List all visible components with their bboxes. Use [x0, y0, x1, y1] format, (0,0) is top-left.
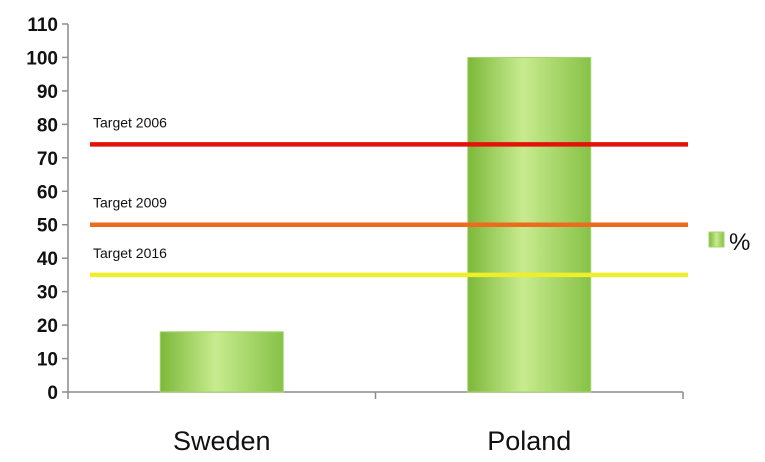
y-axis: 0 10 20 30 40 50 60 70 80 90 100 110 [26, 15, 69, 404]
bar-sweden [159, 331, 284, 393]
y-tick-label: 20 [37, 316, 58, 337]
y-tick-label: 50 [37, 216, 58, 237]
category-label-sweden: Sweden [173, 426, 271, 456]
target-lines: Target 2006 Target 2009 Target 2016 [90, 114, 688, 278]
y-tick-label: 90 [37, 82, 58, 103]
y-tick-label: 60 [37, 182, 58, 203]
y-tick-label: 0 [47, 383, 58, 404]
legend-label: % [729, 229, 750, 256]
target-label-1: Target 2009 [93, 195, 167, 211]
y-tick-label: 40 [37, 249, 58, 270]
legend: % [708, 229, 750, 256]
y-tick-label: 10 [37, 350, 58, 371]
category-label-poland: Poland [487, 426, 571, 456]
y-tick-label: 110 [27, 15, 58, 36]
y-tick-label: 100 [26, 48, 58, 69]
target-label-0: Target 2006 [93, 114, 167, 130]
target-label-2: Target 2016 [93, 245, 167, 261]
y-tick-label: 70 [37, 149, 58, 170]
x-axis: Sweden Poland [67, 391, 684, 456]
legend-swatch [708, 231, 725, 248]
y-tick-label: 80 [37, 115, 58, 136]
y-tick-label: 30 [37, 283, 58, 304]
